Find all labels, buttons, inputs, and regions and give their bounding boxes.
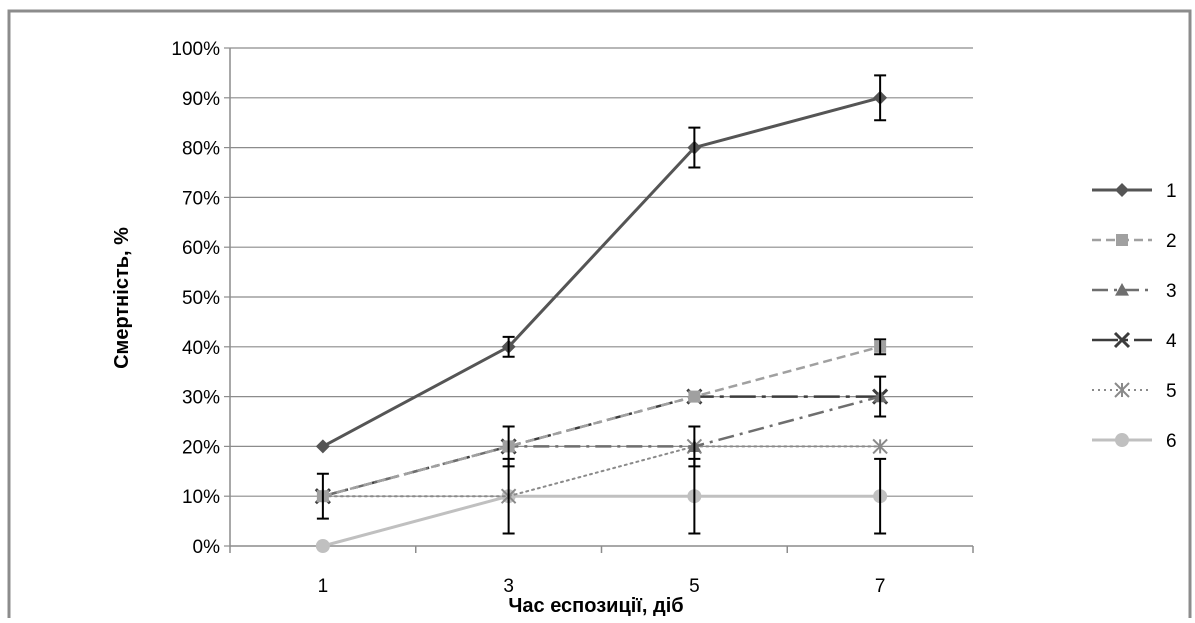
error-bar: [688, 457, 701, 535]
error-bar: [502, 335, 515, 358]
x-tick-label: 7: [875, 576, 886, 597]
y-axis-title: Смертність, %: [111, 227, 133, 369]
legend: 1 2 3 4 5 6: [1092, 181, 1177, 452]
legend-label: 3: [1166, 281, 1177, 302]
error-bars-4: [316, 375, 887, 520]
y-tick-label: 80%: [182, 139, 220, 160]
legend-label: 4: [1166, 331, 1177, 352]
legend-label: 2: [1166, 231, 1177, 252]
series-line: [322, 494, 881, 548]
x-tick-label: 3: [503, 576, 514, 597]
series-group: [314, 74, 889, 553]
error-bars-2: [874, 338, 887, 356]
error-bar: [874, 457, 887, 535]
data-point: [1115, 183, 1129, 197]
y-tick-label: 20%: [182, 437, 220, 458]
legend-entry-4: 4: [1092, 331, 1177, 352]
x-tick-label: 1: [318, 576, 329, 597]
data-point: [1115, 283, 1129, 296]
chart-border: [7, 9, 1192, 623]
error-bars-1: [502, 74, 887, 358]
y-tick-label: 0%: [193, 537, 221, 558]
axes: 0% 10% 20% 30% 40% 50% 60% 70% 80% 90% 100% 1 3 5 7: [171, 39, 974, 597]
series-line: [322, 395, 881, 498]
error-bar: [874, 74, 887, 122]
legend-entry-6: 6: [1092, 431, 1177, 452]
series-line: [322, 96, 881, 448]
legend-label: 6: [1166, 431, 1177, 452]
legend-label: 5: [1166, 381, 1177, 402]
legend-entry-3: 3: [1092, 281, 1177, 302]
y-tick-label: 100%: [171, 39, 220, 60]
y-tick-label: 10%: [182, 487, 220, 508]
data-point: [872, 438, 888, 455]
error-bar: [874, 375, 887, 418]
error-bar: [688, 126, 701, 169]
error-bar: [874, 338, 887, 356]
data-point: [1114, 382, 1130, 398]
error-bars-6: [502, 457, 887, 535]
data-point: [315, 439, 330, 454]
legend-label: 1: [1166, 181, 1177, 202]
legend-entry-5: 5: [1092, 381, 1177, 402]
y-tick-label: 70%: [182, 188, 220, 209]
error-bar: [502, 457, 515, 535]
series-line: [321, 445, 882, 498]
series-line: [322, 345, 881, 498]
y-tick-label: 30%: [182, 388, 220, 409]
data-point: [1115, 433, 1129, 447]
legend-entry-1: 1: [1092, 181, 1177, 202]
data-point: [688, 390, 701, 403]
data-point: [1116, 234, 1128, 246]
legend-entry-2: 2: [1092, 231, 1177, 252]
data-point: [315, 539, 330, 553]
x-tick-label: 5: [689, 576, 700, 597]
x-axis-title: Час еспозиції, діб: [508, 595, 683, 617]
y-tick-label: 50%: [182, 288, 220, 309]
y-tick-label: 90%: [182, 89, 220, 110]
y-tick-label: 60%: [182, 238, 220, 259]
error-bar: [316, 472, 329, 520]
data-point: [1113, 331, 1131, 349]
y-tick-label: 40%: [182, 338, 220, 359]
